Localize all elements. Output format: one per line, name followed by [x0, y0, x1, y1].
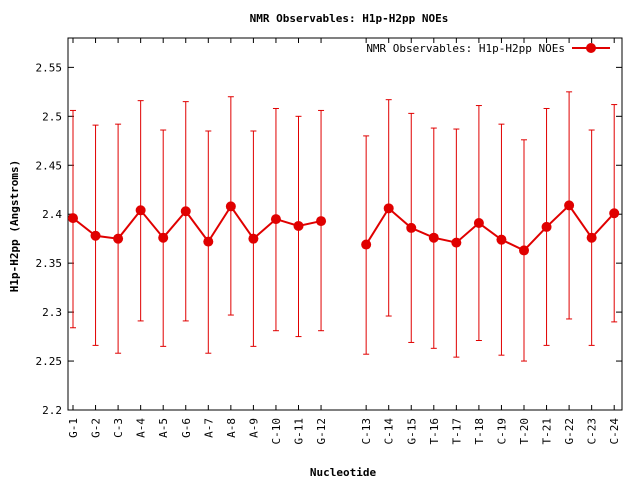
data-point: [473, 218, 484, 229]
series-line: [365, 203, 615, 252]
x-tick-label: G-6: [180, 418, 193, 438]
y-axis: 2.2 2.25 2.3 2.35 2.4 2.45 2.5 2.55: [36, 61, 622, 417]
data-point: [248, 233, 259, 244]
plot-frame: [67, 37, 623, 411]
y-tick-label: 2.2: [42, 404, 62, 417]
x-tick-label: G-12: [315, 418, 328, 445]
data-point: [541, 221, 552, 232]
x-tick-label: A-4: [135, 418, 148, 438]
x-tick-label: C-23: [586, 418, 599, 445]
x-tick-label: C-3: [112, 418, 125, 438]
legend: NMR Observables: H1p-H2pp NOEs: [366, 42, 610, 55]
x-tick-label: T-20: [518, 418, 531, 445]
data-point: [451, 237, 462, 248]
data-point: [225, 201, 236, 212]
legend-label: NMR Observables: H1p-H2pp NOEs: [366, 42, 565, 55]
data-point: [158, 232, 169, 243]
data-point: [316, 216, 327, 227]
data-point: [383, 203, 394, 214]
x-tick-label: A-7: [202, 418, 215, 438]
y-tick-label: 2.5: [42, 110, 62, 123]
error-bars: [70, 91, 618, 362]
y-tick-label: 2.25: [36, 355, 63, 368]
x-tick-label: A-5: [157, 418, 170, 438]
x-tick-label: T-16: [428, 418, 441, 445]
y-tick-label: 2.55: [36, 61, 63, 74]
x-tick-label: T-18: [473, 418, 486, 445]
data-point: [203, 236, 214, 247]
x-tick-label: A-9: [247, 418, 260, 438]
series-points: [68, 200, 620, 256]
data-point: [270, 214, 281, 225]
x-axis-label: Nucleotide: [310, 466, 377, 479]
x-tick-label: C-19: [495, 418, 508, 445]
data-point: [135, 205, 146, 216]
chart-title: NMR Observables: H1p-H2pp NOEs: [250, 12, 449, 25]
data-point: [180, 206, 191, 217]
y-axis-label: H1p-H2pp (Angstroms): [8, 160, 21, 292]
data-point: [113, 233, 124, 244]
y-tick-label: 2.3: [42, 306, 62, 319]
data-point: [293, 220, 304, 231]
data-point: [361, 239, 372, 250]
data-point: [496, 234, 507, 245]
legend-marker: [586, 43, 596, 53]
data-point: [519, 245, 529, 256]
data-point: [564, 200, 575, 211]
x-tick-label: C-10: [270, 418, 283, 445]
data-point: [586, 232, 597, 243]
y-tick-label: 2.4: [42, 208, 62, 221]
x-axis: G-1 G-2 C-3 A-4 A-5 G-6 A-7 A-8 A-9 C-10 G-11 G-12 C…: [67, 38, 621, 445]
series-line: [72, 204, 322, 244]
x-tick-label: G-15: [405, 418, 418, 445]
data-point: [428, 232, 439, 243]
x-tick-label: C-14: [383, 418, 396, 445]
data-point: [90, 230, 101, 241]
data-point: [68, 213, 78, 224]
x-tick-label: G-2: [90, 418, 103, 438]
x-tick-label: C-13: [360, 418, 373, 445]
x-tick-label: A-8: [225, 418, 238, 438]
y-tick-label: 2.35: [36, 257, 63, 270]
x-tick-label: G-22: [563, 418, 576, 445]
x-tick-label: G-1: [67, 418, 80, 438]
x-tick-label: T-17: [450, 418, 463, 445]
x-tick-label: G-11: [293, 418, 306, 445]
y-tick-label: 2.45: [36, 159, 63, 172]
data-point: [406, 222, 417, 233]
x-tick-label: C-24: [608, 418, 621, 445]
series-lines: [72, 203, 615, 252]
x-tick-label: T-21: [541, 418, 554, 445]
data-point: [609, 208, 620, 219]
